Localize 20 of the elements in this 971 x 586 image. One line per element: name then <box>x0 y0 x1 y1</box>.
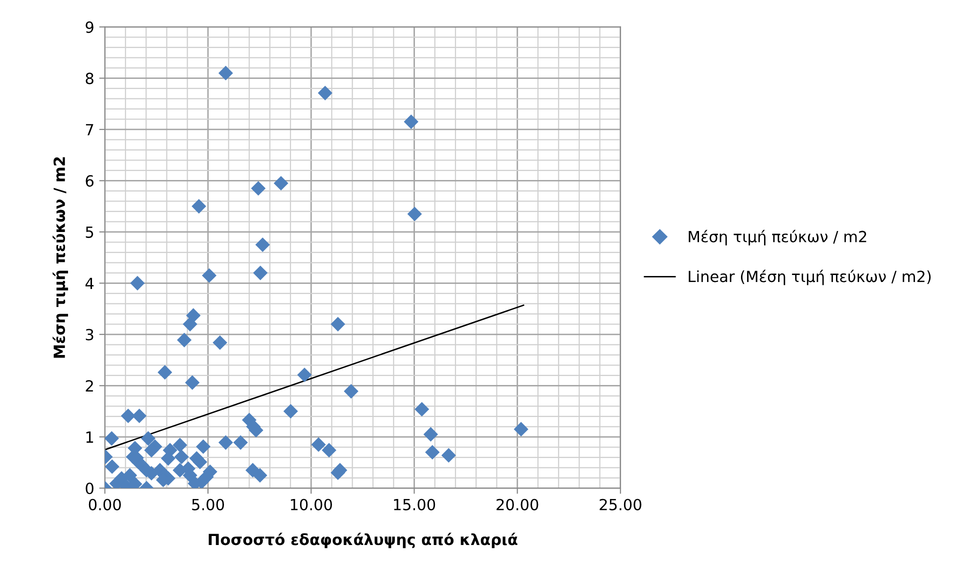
y-tick-label: 9 <box>86 21 94 33</box>
y-tick-label: 2 <box>86 380 93 392</box>
y-tick-label: 5 <box>86 226 94 238</box>
y-tick-label: 6 <box>86 175 94 187</box>
x-tick-label: 10.00 <box>290 498 332 510</box>
y-tick-label: 7 <box>86 124 94 136</box>
x-tick-label: 15.00 <box>394 498 436 510</box>
y-axis-title: Μέση τιμή πεύκων / m2 <box>52 157 68 358</box>
x-tick-label: 20.00 <box>496 498 538 510</box>
legend-label: Linear (Μέση τιμή πεύκων / m2) <box>688 270 931 286</box>
x-tick-label: 5.00 <box>192 498 224 510</box>
y-tick-label: 3 <box>86 328 94 340</box>
y-tick-label: 0 <box>86 482 94 494</box>
x-axis-title: Ποσοστό εδαφοκάλυψης από κλαριά <box>208 532 518 548</box>
x-tick-label: 25.00 <box>600 498 642 510</box>
x-tick-label: 0.00 <box>88 498 121 510</box>
y-tick-label: 4 <box>85 278 94 289</box>
y-tick-label: 8 <box>86 72 94 84</box>
legend-label: Μέση τιμή πεύκων / m2 <box>688 230 866 246</box>
y-tick-label: 1 <box>86 432 94 443</box>
